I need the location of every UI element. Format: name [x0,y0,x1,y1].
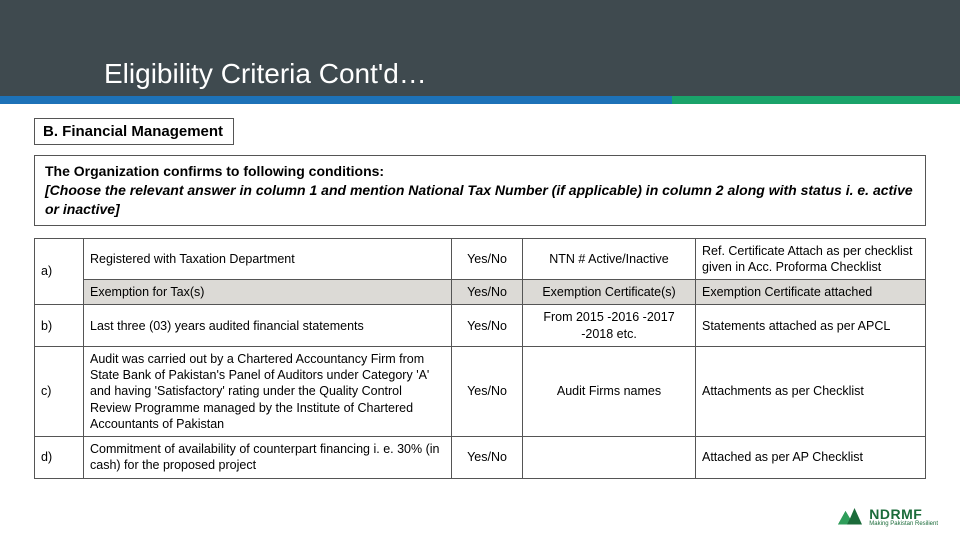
row-ref: Attached as per AP Checklist [696,437,926,479]
section-label: B. Financial Management [34,118,234,145]
row-desc: Registered with Taxation Department [84,238,452,280]
criteria-table: a) Registered with Taxation Department Y… [34,238,926,479]
table-row: Exemption for Tax(s) Yes/No Exemption Ce… [35,280,926,305]
table-row: d) Commitment of availability of counter… [35,437,926,479]
row-mid: Audit Firms names [523,346,696,436]
row-mid: NTN # Active/Inactive [523,238,696,280]
row-label: d) [35,437,84,479]
table-row: c) Audit was carried out by a Chartered … [35,346,926,436]
table-row: a) Registered with Taxation Department Y… [35,238,926,280]
header-band: Eligibility Criteria Cont'd… [0,0,960,96]
content-area: B. Financial Management The Organization… [0,104,960,479]
logo-icon [835,502,865,532]
row-ref: Statements attached as per APCL [696,305,926,347]
row-ref: Exemption Certificate attached [696,280,926,305]
row-desc: Commitment of availability of counterpar… [84,437,452,479]
logo-tagline: Making Pakistan Resilient [869,521,938,527]
row-ref: Ref. Certificate Attach as per checklist… [696,238,926,280]
row-mid: Exemption Certificate(s) [523,280,696,305]
row-yesno: Yes/No [452,346,523,436]
row-label: b) [35,305,84,347]
row-yesno: Yes/No [452,280,523,305]
row-yesno: Yes/No [452,238,523,280]
row-label: c) [35,346,84,436]
row-ref: Attachments as per Checklist [696,346,926,436]
row-yesno: Yes/No [452,437,523,479]
row-mid: From 2015 -2016 -2017 -2018 etc. [523,305,696,347]
logo-text: NDRMF Making Pakistan Resilient [869,507,938,527]
page-title: Eligibility Criteria Cont'd… [104,58,427,90]
row-label: a) [35,238,84,305]
intro-box: The Organization confirms to following c… [34,155,926,226]
row-desc: Exemption for Tax(s) [84,280,452,305]
table-row: b) Last three (03) years audited financi… [35,305,926,347]
row-desc: Audit was carried out by a Chartered Acc… [84,346,452,436]
intro-line-2: [Choose the relevant answer in column 1 … [45,181,915,219]
footer-logo: NDRMF Making Pakistan Resilient [835,502,938,532]
row-desc: Last three (03) years audited financial … [84,305,452,347]
row-yesno: Yes/No [452,305,523,347]
accent-stripe [0,96,960,104]
row-mid [523,437,696,479]
intro-line-1: The Organization confirms to following c… [45,162,915,181]
logo-acronym: NDRMF [869,507,938,521]
